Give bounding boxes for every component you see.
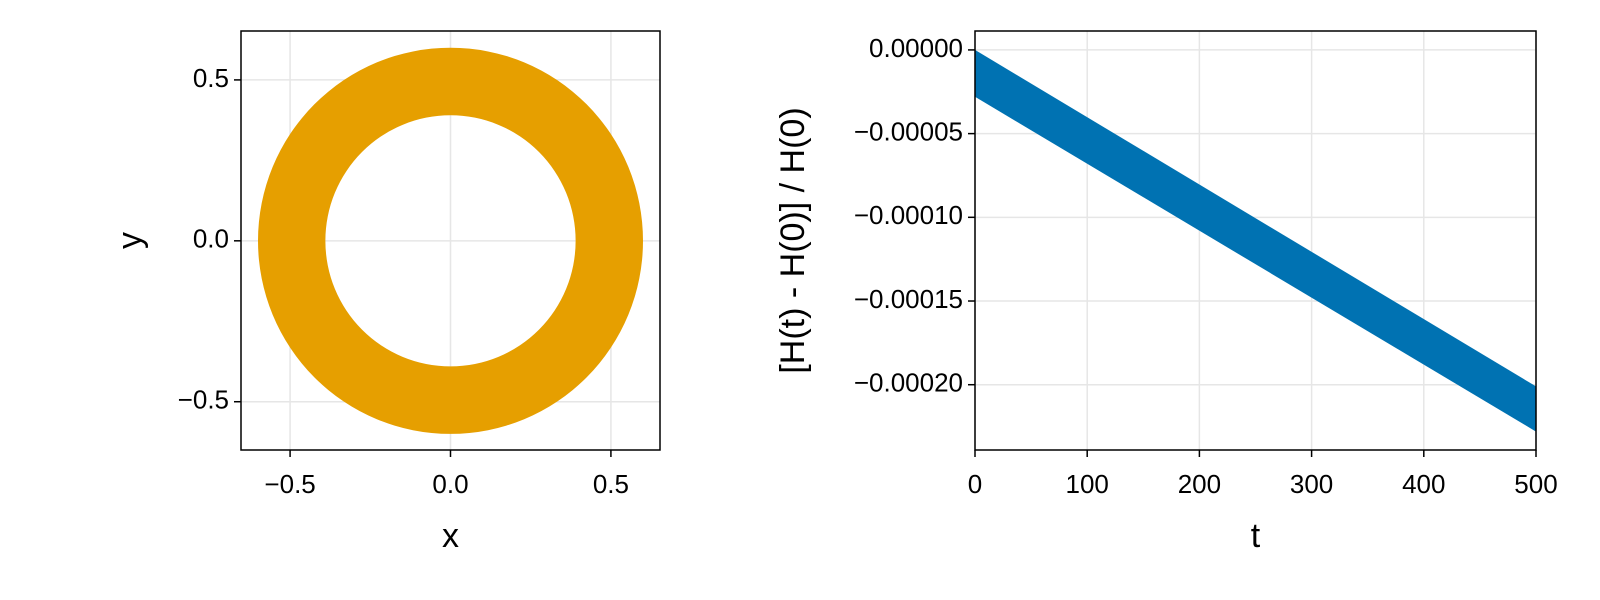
x-tick-label: 0.0	[432, 469, 468, 499]
x-tick-label: 400	[1402, 469, 1445, 499]
y-axis-label: [H(t) - H(0)] / H(0)	[774, 107, 812, 373]
y-tick-label: 0.0	[193, 224, 229, 254]
x-tick-label: 500	[1514, 469, 1557, 499]
energy-error-band	[975, 49, 1536, 432]
y-tick-label: 0.5	[193, 63, 229, 93]
y-tick-label: 0.00000	[869, 33, 963, 63]
axes-frame	[240, 30, 661, 451]
x-tick-label: 300	[1290, 469, 1333, 499]
orbit-ring	[258, 47, 643, 434]
y-tick-label: −0.00005	[854, 116, 963, 146]
axes-frame	[974, 30, 1537, 451]
x-tick-label: 0	[968, 469, 982, 499]
x-axis-label: t	[1251, 517, 1261, 555]
x-tick-label: 100	[1066, 469, 1109, 499]
x-tick-label: −0.5	[264, 469, 315, 499]
y-tick-label: −0.00015	[854, 284, 963, 314]
x-tick-label: 200	[1178, 469, 1221, 499]
x-tick-label: 0.5	[593, 469, 629, 499]
y-tick-label: −0.00020	[854, 368, 963, 398]
x-axis-label: x	[442, 517, 459, 555]
y-tick-label: −0.5	[178, 385, 229, 415]
y-axis-label: y	[111, 232, 149, 249]
y-tick-label: −0.00010	[854, 200, 963, 230]
